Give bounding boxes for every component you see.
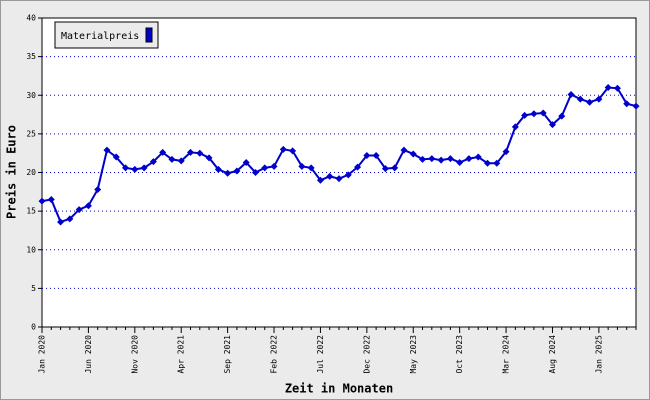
point [316,176,324,184]
point [233,167,241,175]
point [604,84,612,92]
point [38,197,46,205]
legend-swatch [145,27,153,43]
point [168,155,176,163]
point [511,123,519,131]
point [354,163,362,171]
point [428,155,436,163]
point [632,102,640,110]
point [140,164,148,172]
point [539,109,547,117]
point [270,162,278,170]
point [289,147,297,155]
x-tick-label: Sep 2021 [223,335,232,374]
point [391,164,399,172]
legend-label: Materialpreis [61,31,139,42]
point [400,146,408,154]
point [484,159,491,167]
point [530,110,538,118]
point [177,157,185,165]
point [103,146,111,154]
x-tick-label: Aug 2024 [548,335,557,374]
point [214,165,222,173]
y-tick-label: 15 [26,207,36,216]
point [521,111,529,119]
point [465,155,473,163]
point [112,153,120,161]
point [567,90,575,98]
point [493,159,501,167]
point [502,148,510,156]
point [419,155,427,163]
point [446,155,454,163]
point [242,158,250,166]
point [149,158,157,166]
point [187,148,194,156]
x-tick-label: May 2023 [409,335,418,374]
point [344,171,352,179]
point [372,152,380,160]
point [261,164,269,172]
x-tick-label: Jan 2020 [38,335,47,374]
point [381,165,389,173]
point [131,165,139,173]
point [548,121,556,129]
x-tick-label: Nov 2020 [130,335,139,374]
point [326,172,334,180]
point [298,162,306,170]
x-tick-label: Oct 2023 [455,335,464,374]
point [122,164,130,172]
point [409,150,417,158]
x-tick-label: Mar 2024 [502,335,511,374]
y-axis-title: Preis in Euro [5,125,19,219]
point [474,153,482,161]
x-axis-title: Zeit in Monaten [285,382,393,396]
y-tick-label: 30 [26,91,36,100]
y-tick-label: 20 [26,168,36,177]
y-tick-label: 5 [31,284,36,293]
x-tick-label: Jun 2020 [84,335,93,374]
point [307,164,315,172]
point [196,149,204,157]
y-tick-label: 35 [26,52,36,61]
point [84,202,92,210]
point [437,156,445,164]
point [75,206,83,214]
y-tick-label: 0 [31,323,36,332]
point [613,84,621,92]
x-tick-label: Jul 2022 [316,335,325,374]
point [94,185,102,193]
x-tick-label: Dec 2022 [362,335,371,374]
point [576,95,584,103]
point [586,98,594,106]
point [456,158,464,166]
point [279,145,287,153]
y-tick-label: 40 [26,14,36,23]
x-tick-label: Jan 2025 [594,335,603,374]
point [159,148,167,156]
point [224,169,232,177]
point [251,169,259,176]
point [47,196,55,204]
x-tick-label: Feb 2022 [270,335,279,374]
x-tick-label: Apr 2021 [177,335,186,374]
y-tick-label: 25 [26,129,36,138]
point [595,95,603,103]
point [363,152,371,160]
point [57,218,65,226]
y-tick-label: 10 [26,245,36,254]
point [335,175,343,183]
point [205,154,213,162]
point [558,112,566,120]
point [623,100,631,108]
legend-box [54,21,159,49]
point [66,215,74,223]
